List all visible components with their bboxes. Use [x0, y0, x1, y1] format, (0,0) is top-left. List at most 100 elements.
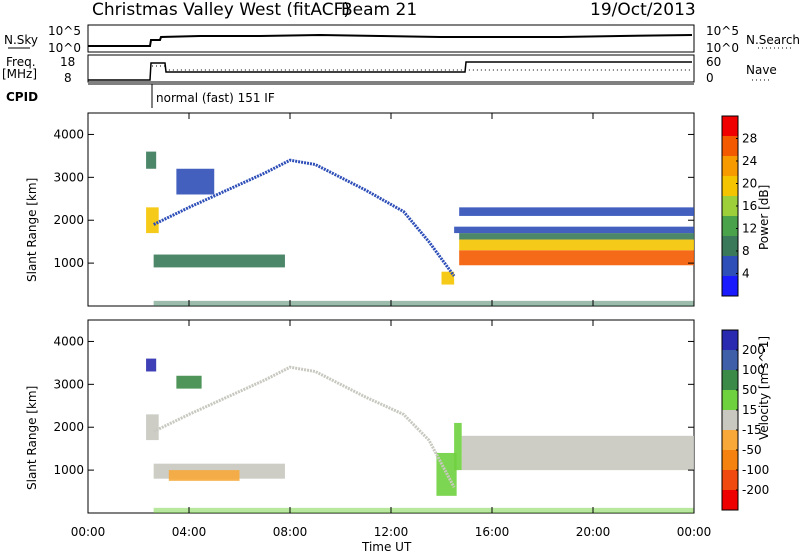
time-axis-label: Time UT [361, 540, 412, 554]
velocity-block [146, 358, 157, 372]
power-colorbar-cell [722, 216, 738, 237]
power-block [459, 207, 694, 216]
power-block [454, 226, 694, 234]
power-colorbar-cell [722, 276, 738, 297]
ytick-label: 3000 [53, 377, 84, 391]
plot-title: Christmas Valley West (fitACF) [92, 0, 350, 20]
velocity-block [146, 414, 159, 441]
power-colorbar-cell [722, 136, 738, 157]
cpid-label: CPID [6, 90, 38, 104]
power-block [459, 239, 694, 251]
nsearch-tick-bottom: 10^0 [706, 41, 739, 55]
power-block [459, 250, 694, 266]
velocity-colorbar-cell [722, 410, 738, 431]
nave-label: Nave [746, 63, 777, 77]
power-colorbar-label: Power [dB] [757, 185, 771, 250]
power-panel: Slant Range [km] 4000 3000 2000 1000 [25, 112, 695, 307]
velocity-block [454, 422, 462, 471]
velocity-colorbar-tick-label: -200 [742, 483, 769, 497]
velocity-colorbar-cell [722, 330, 738, 351]
power-colorbar-tick-label: 12 [742, 222, 757, 236]
ytick-label: 4000 [53, 127, 84, 141]
velocity-colorbar-frame [721, 329, 739, 511]
nave-trace [152, 65, 692, 71]
time-axis: Time UT 00:00 04:00 08:00 12:00 16:00 20:00 00… [71, 525, 712, 554]
power-yticks: 4000 3000 2000 1000 [53, 127, 694, 270]
ytick-label: 2000 [53, 420, 84, 434]
nsky-tick-bottom: 10^0 [48, 41, 81, 55]
power-block [153, 254, 285, 268]
velocity-block [168, 470, 240, 481]
freq-trace [88, 61, 692, 81]
ytick-label: 1000 [53, 463, 84, 477]
velocity-colorbar-tick-label: 50 [742, 383, 757, 397]
power-colorbar-cell [722, 236, 738, 257]
ytick-label: 3000 [53, 170, 84, 184]
power-block [459, 233, 694, 240]
nsky-tick-top: 10^5 [48, 24, 81, 38]
power-trace [153, 158, 456, 277]
nsearch-label: N.Search [746, 33, 800, 47]
velocity-colorbar-cell [722, 390, 738, 411]
freq-label-line1: Freq. [6, 55, 36, 69]
power-block [146, 151, 157, 169]
power-near-range-strip [153, 300, 694, 306]
power-colorbar-tick-label: 16 [742, 199, 757, 213]
velocity-colorbar-tick-label: 15 [742, 403, 757, 417]
power-colorbar: Power [dB] 28 24 20 16 12 8 4 [721, 115, 771, 297]
velocity-colorbar: Velocity [m s^-1] 200 100 50 15 -15 -50 -100 -2… [721, 329, 771, 511]
power-block [176, 168, 215, 195]
ytick-label: 4000 [53, 334, 84, 348]
beam-label: Beam 21 [341, 0, 417, 20]
power-colorbar-cell [722, 196, 738, 217]
velocity-colorbar-cell [722, 490, 738, 511]
freq-panel: Freq. [MHz] 18 8 60 0 Nave [2, 54, 777, 85]
velocity-panel: Slant Range [km] 4000 3000 2000 1000 [25, 319, 695, 514]
freq-tick-top: 18 [60, 55, 75, 69]
velocity-colorbar-cell [722, 430, 738, 451]
velocity-colorbar-cell [722, 450, 738, 471]
ytick-label: 2000 [53, 213, 84, 227]
nsearch-tick-top: 10^5 [706, 24, 739, 38]
ytick-label: 1000 [53, 256, 84, 270]
power-marks [87, 113, 695, 306]
velocity-near-range-strip [153, 507, 694, 513]
freq-tick-bottom: 8 [64, 71, 72, 85]
freq-label-line2: [MHz] [2, 67, 37, 81]
xtick-label: 20:00 [576, 525, 611, 539]
velocity-marks [87, 320, 695, 513]
nave-tick-bottom: 0 [706, 71, 714, 85]
velocity-block [461, 435, 694, 471]
velocity-colorbar-tick-label: -15 [742, 423, 762, 437]
power-colorbar-cell [722, 116, 738, 137]
xtick-label: 04:00 [172, 525, 207, 539]
velocity-colorbar-cell [722, 470, 738, 491]
power-colorbar-cell [722, 256, 738, 277]
power-block [146, 207, 159, 234]
nsky-label: N.Sky [4, 33, 38, 47]
nsky-panel: N.Sky 10^5 10^0 10^5 10^0 N.Search [4, 24, 800, 55]
power-colorbar-tick-label: 24 [742, 154, 757, 168]
velocity-colorbar-tick-label: -100 [742, 463, 769, 477]
velocity-block [176, 375, 202, 389]
power-colorbar-tick-label: 4 [742, 267, 750, 281]
velocity-ylabel: Slant Range [km] [25, 386, 39, 490]
velocity-colorbar-cell [722, 350, 738, 371]
velocity-colorbar-tick-label: 100 [742, 363, 765, 377]
xtick-label: 12:00 [374, 525, 409, 539]
xtick-label: 16:00 [475, 525, 510, 539]
power-colorbar-tick-label: 28 [742, 132, 757, 146]
xtick-label: 00:00 [71, 525, 106, 539]
xtick-label: 00:00 [677, 525, 712, 539]
power-colorbar-tick-label: 8 [742, 244, 750, 258]
velocity-yticks: 4000 3000 2000 1000 [53, 334, 694, 477]
date-label: 19/Oct/2013 [590, 0, 696, 20]
power-block [441, 271, 455, 285]
cpid-panel: CPID normal (fast) 151 IF [6, 83, 694, 108]
power-colorbar-cell [722, 156, 738, 177]
cpid-text: normal (fast) 151 IF [156, 91, 275, 105]
velocity-colorbar-tick-label: -50 [742, 443, 762, 457]
power-ylabel: Slant Range [km] [25, 178, 39, 282]
nave-tick-top: 60 [706, 55, 721, 69]
